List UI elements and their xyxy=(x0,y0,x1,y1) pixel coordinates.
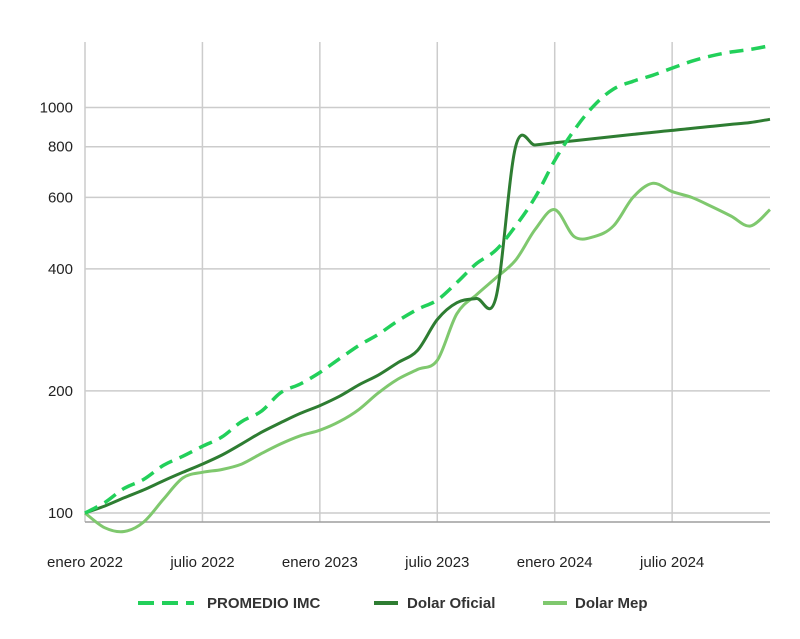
legend-label-promedio-imc: PROMEDIO IMC xyxy=(207,595,321,612)
y-tick-label: 1000 xyxy=(40,99,73,116)
y-tick-label: 200 xyxy=(48,383,73,400)
grid-lines xyxy=(84,42,770,522)
legend-label-dolar-mep: Dolar Mep xyxy=(575,595,648,612)
y-tick-label: 600 xyxy=(48,189,73,206)
x-tick-label: julio 2022 xyxy=(169,554,234,571)
y-tick-label: 400 xyxy=(48,261,73,278)
series-line-dolar-mep xyxy=(84,181,772,534)
x-tick-label: julio 2024 xyxy=(639,554,704,571)
series-line-promedio-imc xyxy=(84,43,771,515)
axes: 100 200 400 600 800 1000 enero 2022 julio 2022 e… xyxy=(40,99,770,571)
x-tick-label: enero 2024 xyxy=(517,554,593,571)
legend-label-dolar-oficial: Dolar Oficial xyxy=(407,595,495,612)
y-tick-label: 800 xyxy=(48,139,73,156)
legend: PROMEDIO IMC Dolar Oficial Dolar Mep xyxy=(138,595,648,612)
series-lines xyxy=(84,43,772,534)
x-tick-label: julio 2023 xyxy=(404,554,469,571)
x-tick-label: enero 2022 xyxy=(47,554,123,571)
x-tick-label: enero 2023 xyxy=(282,554,358,571)
y-tick-label: 100 xyxy=(48,505,73,522)
series-line-dolar-oficial xyxy=(84,117,771,515)
